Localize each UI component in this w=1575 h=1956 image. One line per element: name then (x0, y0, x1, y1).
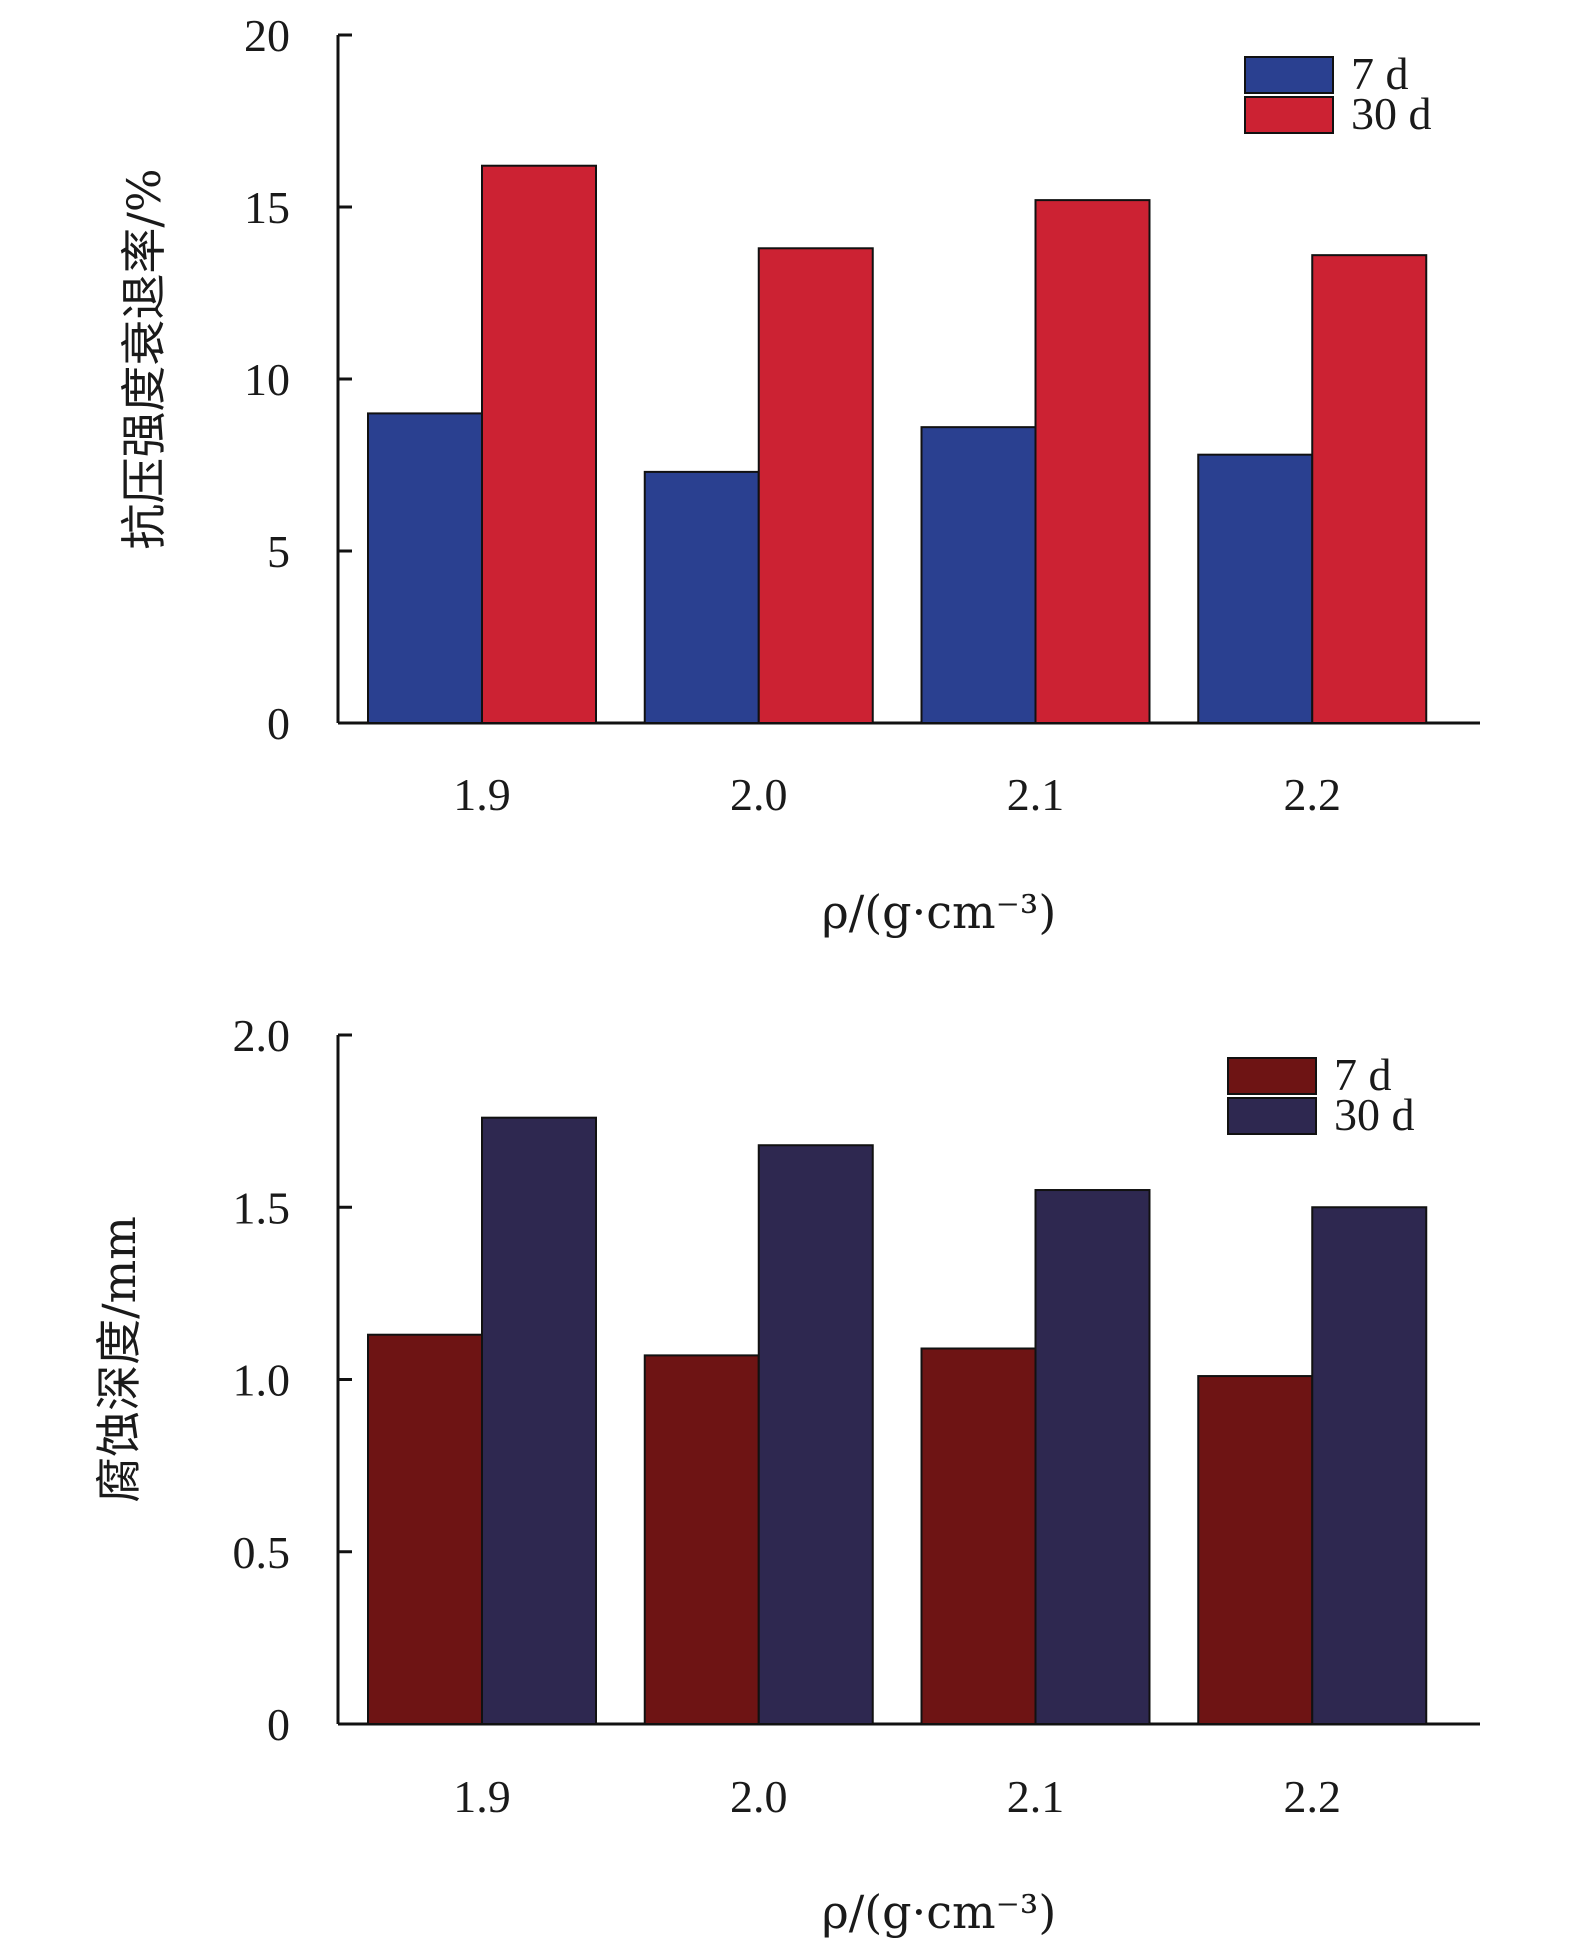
bar-7d-1.9 (367, 1333, 483, 1725)
y-tick-label: 20 (244, 10, 290, 61)
bar-30d-2.2 (1311, 254, 1428, 724)
legend-swatch (1244, 56, 1334, 94)
x-tick-label: 2.0 (730, 769, 788, 820)
y-tick-label: 1.5 (233, 1182, 291, 1233)
y-tick-label: 0 (267, 1699, 290, 1750)
bar-7d-1.9 (367, 412, 483, 724)
x-axis-title: ρ/(g·cm⁻³) (822, 1885, 1057, 1939)
y-tick-label: 5 (267, 526, 290, 577)
bar-7d-2.1 (920, 1347, 1037, 1725)
y-tick-label: 2.0 (233, 1010, 291, 1061)
bar-30d-2.1 (1034, 199, 1151, 724)
bar-7d-2.0 (643, 470, 760, 724)
y-tick-label: 1.0 (233, 1355, 291, 1406)
bar-30d-2.0 (757, 1144, 874, 1725)
bar-7d-2.1 (920, 426, 1037, 724)
legend-label: 7 d (1351, 48, 1409, 99)
legend: 7 d30 d (1227, 1049, 1415, 1140)
legend-swatch (1227, 1097, 1317, 1135)
y-axis-title: 腐蚀深度/mm (92, 1216, 146, 1503)
x-tick-label: 1.9 (453, 769, 511, 820)
x-tick-label: 2.0 (730, 1771, 788, 1822)
bar-7d-2.0 (643, 1354, 760, 1725)
x-tick-label: 2.1 (1007, 769, 1065, 820)
y-tick-label: 0 (267, 698, 290, 749)
legend-label: 7 d (1334, 1049, 1392, 1100)
legend-swatch (1244, 96, 1334, 134)
y-tick-label: 10 (244, 354, 290, 405)
bar-30d-1.9 (481, 164, 597, 725)
chart-1: 0 5 10 15 20 1.9 2.0 2.1 2.2 ρ/(g·cm⁻³) 抗压强度衰退率/% 7… (117, 10, 1480, 939)
legend-swatch (1227, 1057, 1317, 1095)
legend: 7 d30 d (1244, 48, 1432, 139)
legend-label: 30 d (1351, 88, 1432, 139)
bar-30d-2.1 (1034, 1189, 1151, 1725)
bar-7d-2.2 (1197, 1375, 1314, 1726)
x-tick-label: 2.2 (1284, 769, 1342, 820)
x-tick-label: 2.1 (1007, 1771, 1065, 1822)
bar-30d-2.2 (1311, 1206, 1428, 1725)
bar-30d-2.0 (757, 247, 874, 724)
x-axis-title: ρ/(g·cm⁻³) (822, 885, 1057, 939)
bar-7d-2.2 (1197, 453, 1314, 724)
x-tick-label: 2.2 (1284, 1771, 1342, 1822)
y-axis-title: 抗压强度衰退率/% (117, 168, 171, 549)
legend-label: 30 d (1334, 1089, 1415, 1140)
bar-30d-1.9 (481, 1116, 597, 1726)
x-tick-label: 1.9 (453, 1771, 511, 1822)
chart-2: 0 0.5 1.0 1.5 2.0 1.9 2.0 2.1 2.2 ρ/(g·cm⁻³) 腐蚀深度/… (92, 1010, 1480, 1939)
y-tick-label: 0.5 (233, 1527, 291, 1578)
y-tick-label: 15 (244, 182, 290, 233)
